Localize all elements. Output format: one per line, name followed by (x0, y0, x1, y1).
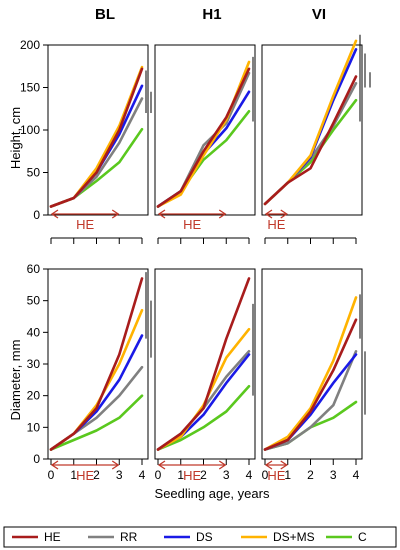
site-label-bl: BL (95, 6, 115, 23)
he-band-arrowhead-left (264, 460, 273, 470)
y-tick-label: 30 (27, 357, 41, 371)
series-line-c (156, 384, 251, 451)
series-line-he (263, 75, 358, 206)
x-tick-label: 3 (116, 468, 123, 482)
series-line-he (49, 277, 144, 451)
series-line-ds-ms (156, 60, 251, 208)
x-tick-label: 2 (307, 468, 314, 482)
x-axis-title: Seedling age, years (155, 486, 270, 501)
x-tick-label: 4 (353, 468, 360, 482)
series-line-he (263, 318, 358, 451)
x-tick-label: 1 (70, 468, 77, 482)
y-tick-label: 0 (33, 208, 40, 222)
panel-frame (261, 44, 363, 216)
series-line-ds-ms (263, 296, 358, 451)
legend-label: DS (196, 530, 213, 544)
series-line-ds (263, 353, 358, 451)
y-tick-label: 60 (27, 262, 41, 276)
legend-label: DS+MS (273, 530, 315, 544)
legend: HE RR DS DS+MS C (12, 530, 367, 544)
panel-h1-height: HE (154, 44, 256, 244)
series-line-c (156, 110, 251, 208)
y-axis-title-diameter: Diameter, mm (8, 340, 23, 421)
y-tick-label: 100 (20, 123, 40, 137)
he-band-label: HE (76, 468, 94, 483)
y-tick-label: 200 (20, 38, 40, 52)
y-axis-title-height: Height, cm (8, 107, 23, 169)
series-line-c (49, 394, 144, 451)
legend-label: HE (44, 530, 61, 544)
y-tick-label: 150 (20, 81, 40, 95)
x-tick-label: 2 (200, 468, 207, 482)
he-band-arrowhead-left (50, 209, 59, 219)
he-band-label: HE (267, 217, 285, 232)
he-band-arrowhead-right (111, 209, 120, 219)
series-line-ds (49, 334, 144, 451)
site-label-h1: H1 (202, 6, 221, 23)
series-line-rr (263, 82, 358, 206)
series-line-he (156, 67, 251, 208)
panel-frame (154, 44, 256, 216)
he-band-label: HE (267, 468, 285, 483)
he-band-arrowhead-left (157, 460, 166, 470)
he-band-arrowhead-right (218, 209, 227, 219)
panel-vi-diameter: 0 1 2 3 4 HE (261, 268, 366, 483)
x-tick-label: 4 (246, 468, 253, 482)
legend-label: C (358, 530, 367, 544)
y-tick-label: 20 (27, 389, 41, 403)
legend-box (3, 526, 397, 548)
y-tick-label: 50 (27, 294, 41, 308)
x-tick-label: 1 (177, 468, 184, 482)
x-tick-label: 2 (93, 468, 100, 482)
panel-bl-diameter: 0 10 20 30 40 50 60 0 1 2 3 4 HE (27, 262, 152, 483)
he-band-label: HE (76, 217, 94, 232)
legend-label: RR (120, 530, 138, 544)
panel-bl-height: 0 50 100 150 200 HE (20, 38, 152, 244)
series-line-ds-ms (49, 65, 144, 208)
he-band-label: HE (183, 468, 201, 483)
x-tick-label: 0 (48, 468, 55, 482)
he-band-label: HE (183, 217, 201, 232)
he-band-arrowhead-right (280, 460, 288, 470)
panel-frame (47, 44, 149, 216)
series-line-he (156, 277, 251, 451)
he-band-arrowhead-left (50, 460, 59, 470)
he-band-arrowhead-left (157, 209, 166, 219)
he-band-arrowhead-right (111, 460, 120, 470)
x-tick-label: 3 (223, 468, 230, 482)
y-tick-label: 10 (27, 420, 41, 434)
x-tick-label: 3 (330, 468, 337, 482)
series-line-ds-ms (263, 39, 358, 206)
y-tick-label: 40 (27, 325, 41, 339)
y-tick-label: 0 (33, 452, 40, 466)
panel-h1-diameter: 0 1 2 3 4 HE (154, 268, 256, 483)
panel-vi-height: HE (261, 34, 371, 244)
x-tick-label: 0 (155, 468, 162, 482)
he-band-arrowhead-left (264, 209, 273, 219)
series-line-ds-ms (156, 327, 251, 451)
series-line-rr (263, 349, 358, 451)
x-tick-label: 0 (262, 468, 269, 482)
series-line-he (49, 67, 144, 208)
he-band-arrowhead-right (280, 209, 288, 219)
x-tick-label: 4 (139, 468, 146, 482)
series-line-ds-ms (49, 308, 144, 451)
y-tick-label: 50 (27, 166, 41, 180)
x-tick-label: 1 (284, 468, 291, 482)
series-line-rr (156, 71, 251, 208)
site-label-vi: VI (312, 6, 326, 23)
he-band-arrowhead-right (218, 460, 227, 470)
